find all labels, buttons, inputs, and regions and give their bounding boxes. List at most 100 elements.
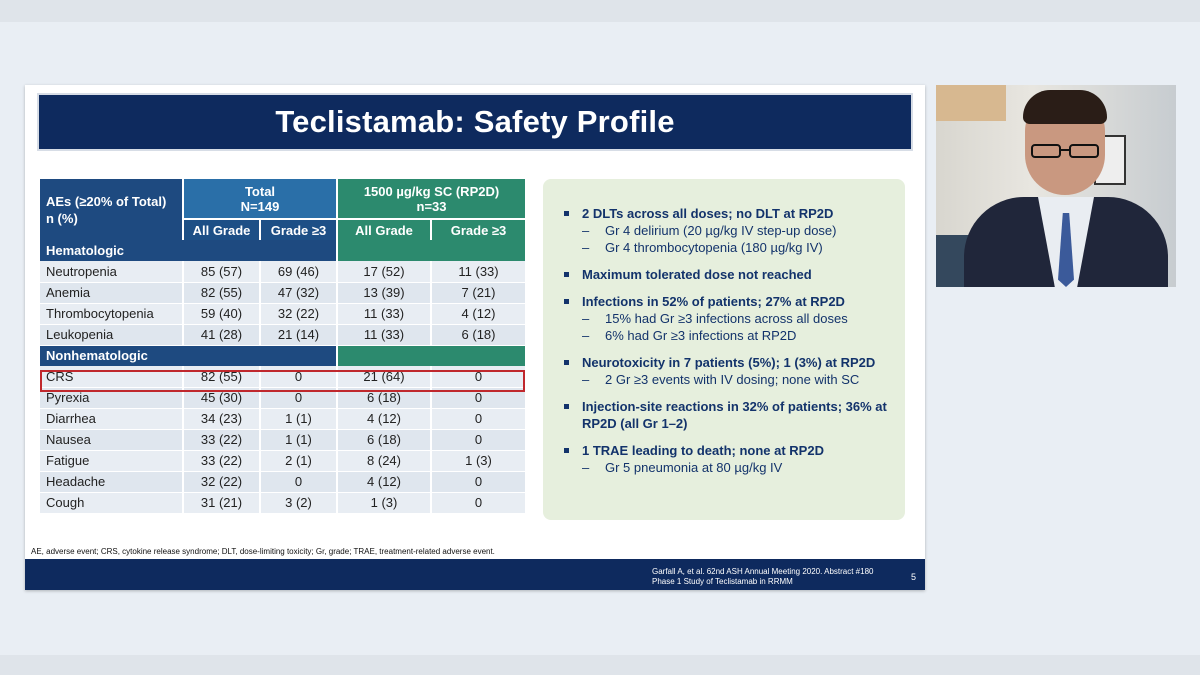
table-row-pyrexia: Pyrexia 45 (30) 0 6 (18) 0 xyxy=(40,387,526,409)
row-label: Cough xyxy=(40,492,183,514)
category-row-nonhematologic: Nonhematologic xyxy=(40,345,526,366)
table-row-crs: CRS 82 (55) 0 21 (64) 0 xyxy=(40,366,526,388)
page-number: 5 xyxy=(911,572,917,582)
cell-value: 45 (30) xyxy=(182,387,260,409)
square-bullet-icon xyxy=(564,360,569,365)
table-row-nausea: Nausea 33 (22) 1 (1) 6 (18) 0 xyxy=(40,429,526,451)
bullet-text: 2 DLTs across all doses; no DLT at RP2D xyxy=(582,206,834,221)
cell-value: 1 (3) xyxy=(336,492,432,514)
sub-bullet-item: –6% had Gr ≥3 infections at RP2D xyxy=(561,327,891,344)
table-header-rp2d-line1: 1500 µg/kg SC (RP2D) xyxy=(363,183,500,199)
cell-value: 0 xyxy=(430,471,526,493)
dash-marker: – xyxy=(582,372,590,387)
cell-value: 21 (64) xyxy=(336,366,432,388)
row-label: Anemia xyxy=(40,282,183,304)
square-bullet-icon xyxy=(564,404,569,409)
speaker-webcam-video xyxy=(936,85,1176,287)
sub-bullet-text: 15% had Gr ≥3 infections across all dose… xyxy=(605,311,848,326)
cell-value: 31 (21) xyxy=(182,492,260,514)
bullet-item: 2 DLTs across all doses; no DLT at RP2D xyxy=(561,205,891,222)
dash-marker: – xyxy=(582,240,590,255)
table-row-cough: Cough 31 (21) 3 (2) 1 (3) 0 xyxy=(40,492,526,514)
subheader-grade3-total: Grade ≥3 xyxy=(258,218,338,240)
bullet-gap xyxy=(561,256,891,266)
bullet-item: Neurotoxicity in 7 patients (5%); 1 (3%)… xyxy=(561,354,891,371)
table-header-ae: AEs (≥20% of Total) n (%) xyxy=(40,179,183,240)
bullet-item: Infections in 52% of patients; 27% at RP… xyxy=(561,293,891,310)
cell-value: 82 (55) xyxy=(182,282,260,304)
dash-marker: – xyxy=(582,460,590,475)
category-fill xyxy=(336,240,526,261)
cell-value: 11 (33) xyxy=(336,303,432,325)
square-bullet-icon xyxy=(564,448,569,453)
cell-value: 4 (12) xyxy=(336,471,432,493)
table-row-fatigue: Fatigue 33 (22) 2 (1) 8 (24) 1 (3) xyxy=(40,450,526,472)
square-bullet-icon xyxy=(564,272,569,277)
presentation-slide: Teclistamab: Safety Profile AEs (≥20% of… xyxy=(25,85,925,590)
row-label: Thrombocytopenia xyxy=(40,303,183,325)
sub-bullet-item: – Gr 4 thrombocytopenia (180 µg/kg IV) xyxy=(561,239,891,256)
table-header-rp2d: 1500 µg/kg SC (RP2D) n=33 xyxy=(336,179,526,219)
bullet-text: Infections in 52% of patients; 27% at RP… xyxy=(582,294,845,309)
cell-value: 4 (12) xyxy=(336,408,432,430)
category-fill xyxy=(336,345,526,366)
sub-bullet-text: Gr 4 delirium (20 µg/kg IV step-up dose) xyxy=(605,223,837,238)
cell-value: 82 (55) xyxy=(182,366,260,388)
cell-value: 33 (22) xyxy=(182,450,260,472)
speaker-hair xyxy=(1023,90,1107,124)
webcam-shelf xyxy=(936,85,1006,121)
row-label: CRS xyxy=(40,366,183,388)
cell-value: 0 xyxy=(430,429,526,451)
bullet-gap xyxy=(561,388,891,398)
bullet-text: Neurotoxicity in 7 patients (5%); 1 (3%)… xyxy=(582,355,876,370)
category-label-nonhematologic: Nonhematologic xyxy=(40,345,338,366)
cell-value: 69 (46) xyxy=(258,261,338,283)
cell-value: 85 (57) xyxy=(182,261,260,283)
dash-marker: – xyxy=(582,311,590,326)
cell-value: 13 (39) xyxy=(336,282,432,304)
row-label: Nausea xyxy=(40,429,183,451)
table-row-thrombocytopenia: Thrombocytopenia 59 (40) 32 (22) 11 (33) 4 (… xyxy=(40,303,526,325)
cell-value: 1 (1) xyxy=(258,408,338,430)
subheader-all-grade-total: All Grade xyxy=(182,218,260,240)
cell-value: 2 (1) xyxy=(258,450,338,472)
bullet-item: Maximum tolerated dose not reached xyxy=(561,266,891,283)
sub-bullet-item: –15% had Gr ≥3 infections across all dos… xyxy=(561,310,891,327)
key-findings-box: 2 DLTs across all doses; no DLT at RP2D –… xyxy=(543,179,905,520)
cell-value: 0 xyxy=(430,387,526,409)
row-label: Headache xyxy=(40,471,183,493)
dash-marker: – xyxy=(582,328,590,343)
cell-value: 0 xyxy=(258,366,338,388)
cell-value: 1 (3) xyxy=(430,450,526,472)
speaker-glasses xyxy=(1031,144,1099,158)
cell-value: 47 (32) xyxy=(258,282,338,304)
cell-value: 3 (2) xyxy=(258,492,338,514)
sub-bullet-item: – Gr 4 delirium (20 µg/kg IV step-up dose… xyxy=(561,222,891,239)
sub-bullet-text: 2 Gr ≥3 events with IV dosing; none with… xyxy=(605,372,860,387)
cell-value: 17 (52) xyxy=(336,261,432,283)
cell-value: 7 (21) xyxy=(430,282,526,304)
table-header-total-line2: N=149 xyxy=(240,198,280,214)
cell-value: 21 (14) xyxy=(258,324,338,346)
top-band xyxy=(0,0,1200,22)
cell-value: 8 (24) xyxy=(336,450,432,472)
abbreviations-note: AE, adverse event; CRS, cytokine release… xyxy=(31,547,495,556)
cell-value: 6 (18) xyxy=(336,429,432,451)
row-label: Pyrexia xyxy=(40,387,183,409)
table-row-leukopenia: Leukopenia 41 (28) 21 (14) 11 (33) 6 (18) xyxy=(40,324,526,346)
reference-line-2: Phase 1 Study of Teclistamab in RRMM xyxy=(652,577,793,586)
adverse-events-table: AEs (≥20% of Total) n (%) Total N=149 15… xyxy=(40,179,526,514)
cell-value: 4 (12) xyxy=(430,303,526,325)
bullet-gap xyxy=(561,283,891,293)
bullet-text: 1 TRAE leading to death; none at RP2D xyxy=(582,443,824,458)
row-label: Fatigue xyxy=(40,450,183,472)
table-header-total-line1: Total xyxy=(244,183,276,199)
bottom-band xyxy=(0,655,1200,675)
reference-line-1: Garfall A, et al. 62nd ASH Annual Meetin… xyxy=(652,567,874,576)
square-bullet-icon xyxy=(564,299,569,304)
subheader-all-grade-rp2d: All Grade xyxy=(336,218,432,240)
table-row-neutropenia: Neutropenia 85 (57) 69 (46) 17 (52) 11 (33) xyxy=(40,261,526,283)
sub-bullet-item: – Gr 5 pneumonia at 80 µg/kg IV xyxy=(561,459,891,476)
cell-value: 0 xyxy=(258,387,338,409)
bullet-gap xyxy=(561,344,891,354)
